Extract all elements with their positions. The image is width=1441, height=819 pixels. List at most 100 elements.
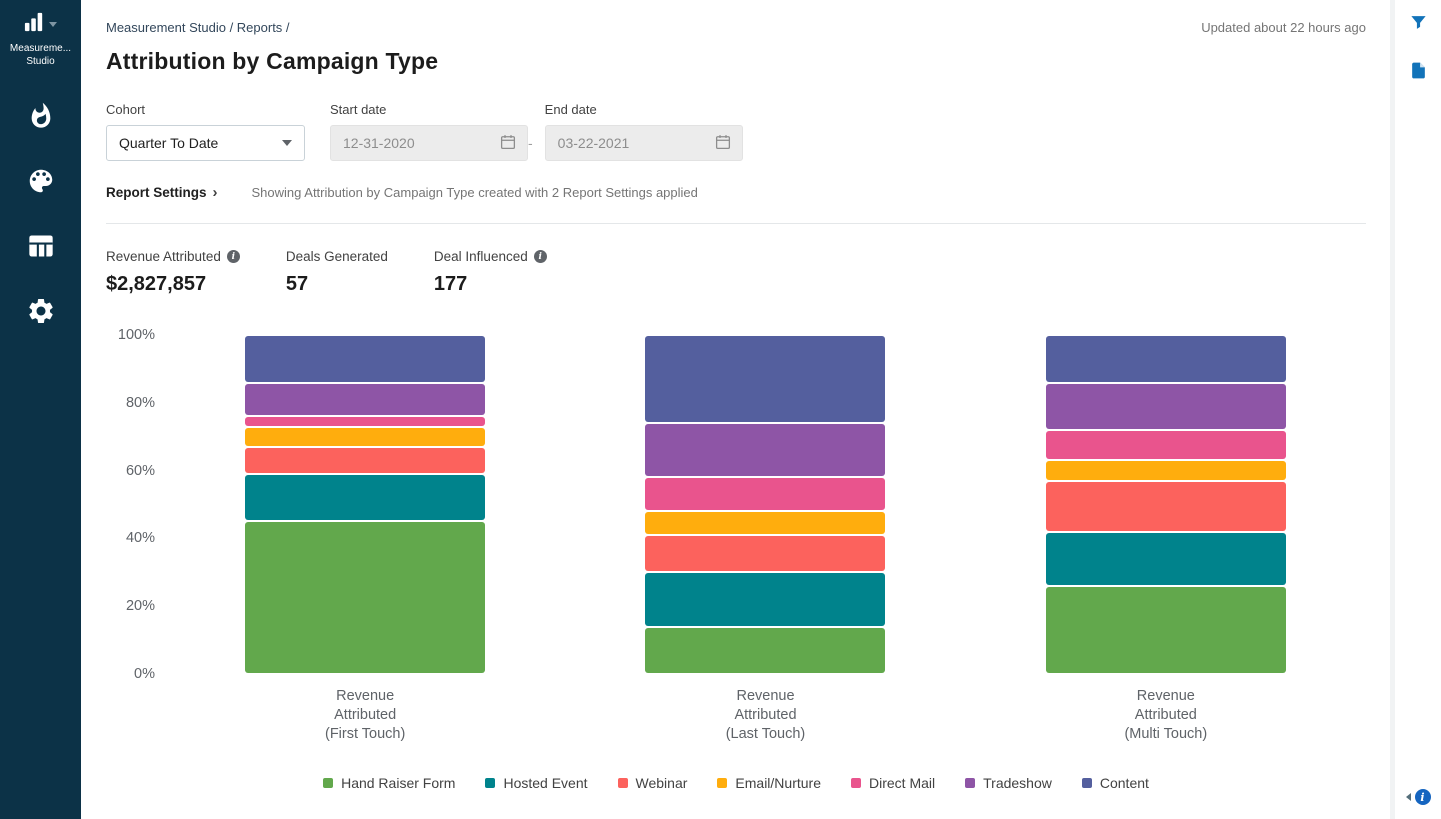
sidebar-item-settings[interactable]: [25, 295, 57, 327]
bar-column: [966, 335, 1366, 674]
y-tick-label: 40%: [125, 530, 155, 547]
legend-item-tradeshow[interactable]: Tradeshow: [965, 775, 1052, 791]
bar-segment-direct-mail[interactable]: [1045, 430, 1286, 460]
kpi-label: Deal Influenced: [433, 249, 528, 264]
legend-label: Hand Raiser Form: [341, 775, 456, 791]
bar-segment-tradeshow[interactable]: [645, 424, 886, 477]
x-axis-label: Revenue Attributed (Multi Touch): [1124, 688, 1208, 742]
sidebar-item-reports[interactable]: [25, 230, 57, 262]
y-tick-label: 20%: [125, 598, 155, 615]
bar-segment-content[interactable]: [645, 336, 886, 423]
breadcrumb[interactable]: Measurement Studio / Reports /: [106, 20, 290, 35]
report-settings-description: Showing Attribution by Campaign Type cre…: [251, 185, 698, 200]
kpi-label: Revenue Attributed: [106, 249, 221, 264]
stacked-bar[interactable]: [1045, 335, 1286, 674]
bar-segment-webinar[interactable]: [245, 447, 486, 473]
bar-segment-email-nurture[interactable]: [245, 427, 486, 446]
legend-swatch: [323, 778, 334, 788]
info-icon[interactable]: i: [1414, 789, 1431, 805]
page-title: Attribution by Campaign Type: [106, 48, 439, 74]
bar-segment-content[interactable]: [245, 336, 486, 382]
legend-label: Email/Nurture: [735, 775, 821, 791]
app-logo[interactable]: Measureme... Studio: [10, 12, 71, 68]
y-tick-label: 80%: [125, 394, 155, 411]
bar-segment-direct-mail[interactable]: [245, 417, 486, 426]
report-settings-link[interactable]: Report Settings: [106, 185, 207, 200]
logo-text-line2: Studio: [26, 56, 55, 67]
kpi-value: 177: [433, 273, 468, 295]
chevron-right-icon[interactable]: ›: [212, 184, 218, 201]
end-date-input[interactable]: 03-22-2021: [544, 125, 743, 161]
sidebar-nav: [25, 100, 57, 327]
y-tick-label: 100%: [117, 327, 155, 343]
filter-button[interactable]: [1409, 13, 1428, 37]
info-icon[interactable]: i: [226, 250, 240, 263]
calendar-icon: [499, 133, 517, 154]
legend-item-content[interactable]: Content: [1081, 775, 1149, 791]
end-date-value: 03-22-2021: [557, 135, 630, 151]
bar-segment-tradeshow[interactable]: [245, 383, 486, 416]
plot-area: [165, 335, 1366, 674]
legend-item-hand-raiser-form[interactable]: Hand Raiser Form: [323, 775, 455, 791]
legend-item-hosted-event[interactable]: Hosted Event: [485, 775, 588, 791]
bar-segment-webinar[interactable]: [1045, 481, 1286, 531]
stacked-bar[interactable]: [245, 335, 486, 674]
bar-segment-webinar[interactable]: [645, 536, 886, 572]
divider: [106, 223, 1366, 224]
bar-segment-email-nurture[interactable]: [645, 512, 886, 535]
bar-segment-hosted-event[interactable]: [1045, 532, 1286, 585]
cohort-label: Cohort: [106, 102, 146, 117]
bar-segment-hosted-event[interactable]: [645, 573, 886, 626]
main-content: Measurement Studio / Reports / Updated a…: [81, 0, 1390, 819]
info-icon[interactable]: i: [533, 250, 547, 263]
kpi-revenue-attributed: Revenue Attributed i $2,827,857: [106, 249, 240, 296]
bar-segment-content[interactable]: [1045, 336, 1286, 382]
legend-label: Webinar: [635, 775, 688, 791]
bar-segment-hosted-event[interactable]: [245, 475, 486, 521]
legend-swatch: [1081, 778, 1092, 788]
x-axis-labels: Revenue Attributed (First Touch) Revenue Att…: [165, 687, 1366, 744]
palette-icon: [26, 166, 56, 196]
cohort-select[interactable]: Quarter To Date: [106, 125, 305, 161]
document-button[interactable]: [1409, 61, 1428, 85]
legend-item-direct-mail[interactable]: Direct Mail: [851, 775, 935, 791]
start-date-value: 12-31-2020: [343, 135, 415, 151]
gear-icon: [26, 296, 56, 326]
y-axis: 100% 80% 60% 40% 20% 0%: [106, 327, 165, 682]
sidebar-item-studio[interactable]: [25, 165, 57, 197]
end-date-label: End date: [544, 102, 597, 117]
table-icon: [27, 233, 55, 259]
kpi-label: Deals Generated: [285, 249, 388, 264]
kpi-deals-generated: Deals Generated 57: [286, 249, 388, 296]
bar-column: [565, 335, 965, 674]
scroll-gutter[interactable]: [1390, 0, 1395, 819]
date-range-separator: -: [528, 135, 533, 151]
bar-segment-email-nurture[interactable]: [1045, 461, 1286, 480]
legend-label: Direct Mail: [869, 775, 936, 791]
bar-segment-hand-raiser-form[interactable]: [645, 627, 886, 673]
start-date-input[interactable]: 12-31-2020: [330, 125, 528, 161]
legend: Hand Raiser Form Hosted Event Webinar Email…: [106, 775, 1366, 791]
bar-segment-hand-raiser-form[interactable]: [1045, 586, 1286, 673]
chevron-down-icon: [282, 140, 292, 146]
legend-item-email-nurture[interactable]: Email/Nurture: [717, 775, 821, 791]
collapse-left-icon[interactable]: [1405, 793, 1411, 801]
document-icon: [1409, 62, 1428, 84]
logo-text-line1: Measureme...: [9, 43, 72, 54]
legend-label: Hosted Event: [503, 775, 588, 791]
left-sidebar: Measureme... Studio: [0, 0, 81, 819]
stacked-bar[interactable]: [645, 335, 886, 674]
legend-swatch: [617, 778, 628, 788]
cohort-selected-value: Quarter To Date: [119, 135, 219, 151]
sidebar-item-spike[interactable]: [25, 100, 57, 132]
bar-segment-hand-raiser-form[interactable]: [245, 522, 486, 673]
bar-segment-tradeshow[interactable]: [1045, 383, 1286, 429]
legend-label: Content: [1099, 775, 1149, 791]
kpi-row: Revenue Attributed i $2,827,857 Deals Ge…: [106, 249, 1366, 296]
filter-bar: Cohort Quarter To Date Start date 12-31-…: [106, 102, 1366, 161]
updated-timestamp: Updated about 22 hours ago: [1201, 20, 1366, 35]
bar-segment-direct-mail[interactable]: [645, 478, 886, 511]
legend-item-webinar[interactable]: Webinar: [617, 775, 688, 791]
kpi-deal-influenced: Deal Influenced i 177: [434, 249, 547, 296]
